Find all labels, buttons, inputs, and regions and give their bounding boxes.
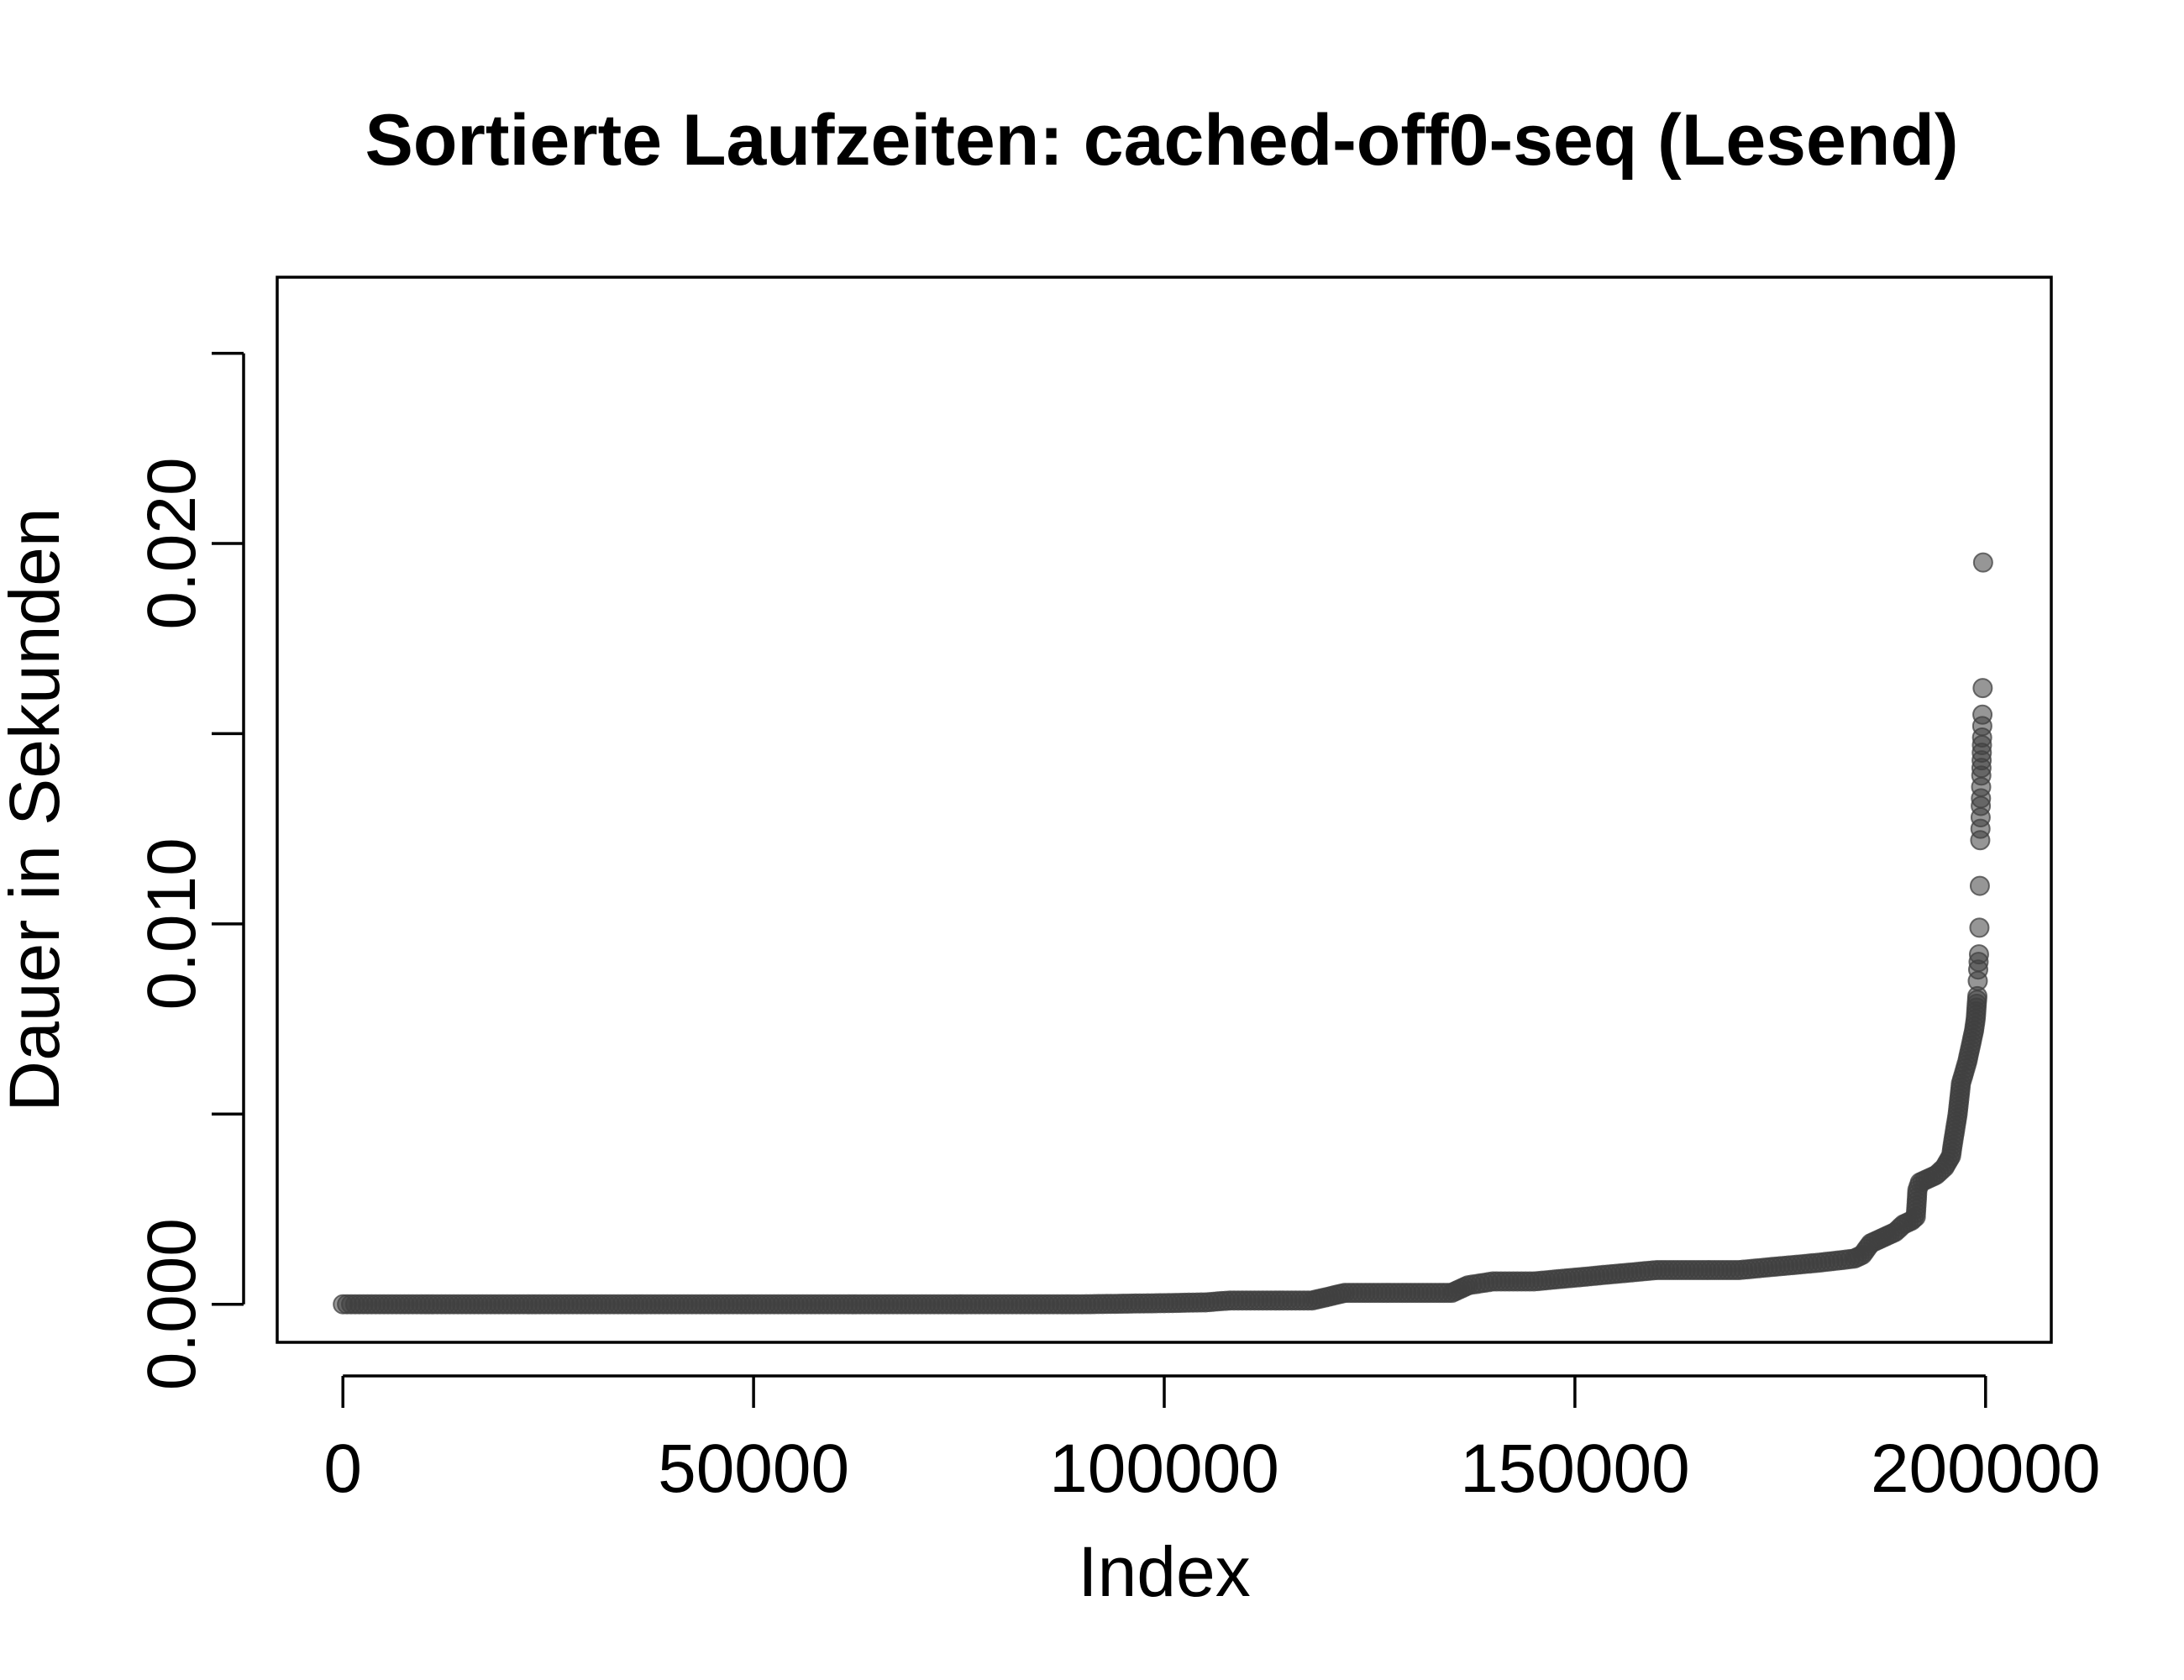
x-tick-label: 0 <box>323 1431 362 1507</box>
y-tick-label: 0.020 <box>134 457 210 629</box>
x-axis: 0 50000 100000 150000 200000 <box>323 1374 2101 1507</box>
x-tick-label: 100000 <box>1049 1431 1279 1507</box>
y-tick-label: 0.000 <box>134 1218 210 1390</box>
data-point <box>1969 875 1990 896</box>
x-tick-label: 150000 <box>1460 1431 1690 1507</box>
x-tick-label: 50000 <box>658 1431 849 1507</box>
x-axis-label: Index <box>1078 1532 1251 1611</box>
y-tick-label: 0.010 <box>134 837 210 1010</box>
data-point <box>1972 552 1993 573</box>
chart-title: Sortierte Laufzeiten: cached-off0-seq (L… <box>365 100 1958 181</box>
data-points <box>333 552 1993 1315</box>
data-point <box>1972 704 1993 725</box>
y-axis-label: Dauer in Sekunden <box>0 507 74 1111</box>
plot-frame <box>276 276 2053 1344</box>
data-point <box>1969 917 1990 938</box>
y-axis: 0.000 0.010 0.020 <box>134 351 245 1390</box>
data-point <box>1972 678 1993 699</box>
x-tick-label: 200000 <box>1871 1431 2101 1507</box>
data-point <box>1968 944 1989 965</box>
